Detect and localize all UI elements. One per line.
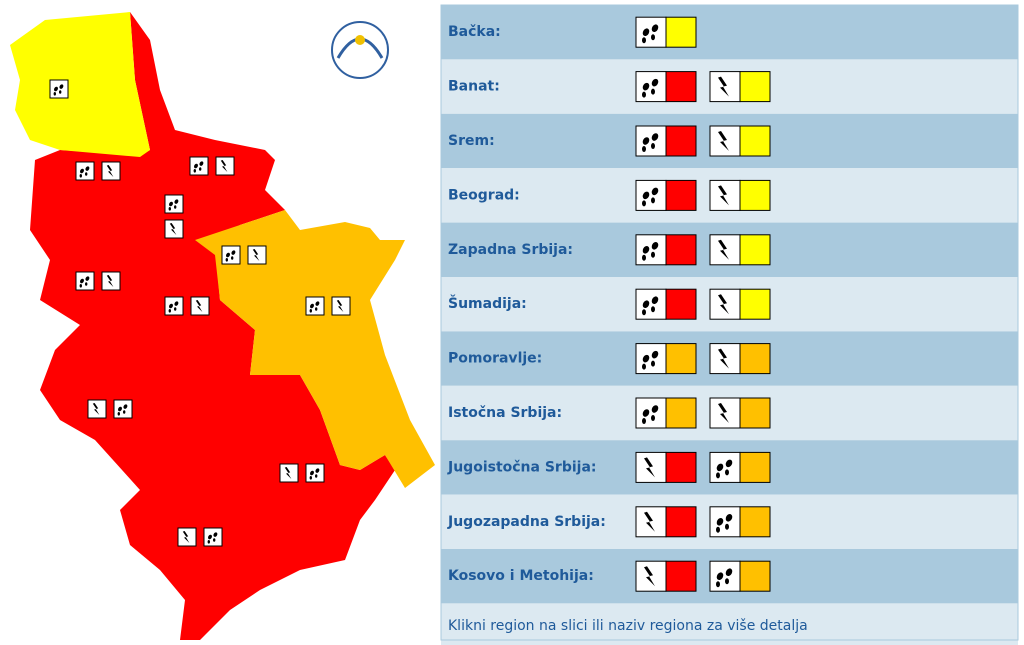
- footer-text: Klikni region na slici ili naziv regiona…: [448, 618, 808, 634]
- warning: [635, 16, 697, 48]
- warning-icon-box: [709, 179, 741, 211]
- warning: [635, 397, 697, 429]
- region-name[interactable]: Istočna Srbija:: [448, 405, 562, 421]
- region-row[interactable]: Banat:: [441, 59, 1018, 114]
- warning: [635, 343, 697, 375]
- region-row[interactable]: Pomoravlje:: [441, 331, 1018, 386]
- warning-icon-box: [709, 397, 741, 429]
- region-row[interactable]: Istočna Srbija:: [441, 385, 1018, 441]
- warning-level: [739, 343, 771, 375]
- region-name[interactable]: Šumadija:: [448, 294, 527, 312]
- warning-icon-box: [635, 71, 667, 103]
- warning-icon-box: [635, 179, 667, 211]
- region-row[interactable]: Zapadna Srbija:: [441, 222, 1018, 277]
- warning: [635, 71, 697, 103]
- warning: [635, 451, 697, 483]
- warning-icon-box: [635, 560, 667, 592]
- warning-level: [665, 234, 697, 266]
- warning: [709, 288, 771, 320]
- region-yellow[interactable]: [10, 12, 150, 157]
- warning-level: [665, 288, 697, 320]
- logo: [331, 21, 389, 79]
- region-name[interactable]: Kosovo i Metohija:: [448, 568, 594, 584]
- warning-level: [739, 234, 771, 266]
- footer-background: [441, 603, 1018, 645]
- region-name[interactable]: Beograd:: [448, 187, 520, 203]
- warning-icon-box: [635, 234, 667, 266]
- warning: [709, 234, 771, 266]
- warning: [635, 125, 697, 157]
- warning-level: [665, 71, 697, 103]
- warning-icon-box: [635, 451, 667, 483]
- warning: [635, 179, 697, 211]
- warning-level: [665, 343, 697, 375]
- warning-icon-box: [635, 397, 667, 429]
- warning-level: [739, 397, 771, 429]
- region-row[interactable]: Šumadija:: [441, 277, 1018, 332]
- warning-level: [739, 179, 771, 211]
- table-border: [440, 4, 1019, 641]
- region-orange[interactable]: [195, 210, 435, 488]
- warning-icon-box: [635, 343, 667, 375]
- region-red[interactable]: [30, 12, 395, 640]
- warning-icon-box: [635, 125, 667, 157]
- region-name[interactable]: Jugoistočna Srbija:: [447, 459, 597, 475]
- warning: [709, 451, 771, 483]
- warning-level: [665, 560, 697, 592]
- warning-level: [739, 451, 771, 483]
- warning-level: [739, 125, 771, 157]
- warning-icon-box: [709, 560, 741, 592]
- warning: [709, 397, 771, 429]
- warning-table: Bačka: Banat: Srem: Beograd: Zapadna Srbija:…: [440, 4, 1019, 645]
- warning: [709, 179, 771, 211]
- region-name[interactable]: Srem:: [448, 133, 495, 149]
- warning: [709, 560, 771, 592]
- warning: [635, 234, 697, 266]
- warning-level: [665, 397, 697, 429]
- warning: [635, 506, 697, 538]
- warning: [709, 343, 771, 375]
- region-row[interactable]: Beograd:: [441, 168, 1018, 223]
- warning-icon-box: [635, 506, 667, 538]
- region-name[interactable]: Pomoravlje:: [448, 351, 542, 367]
- warning-icon-box: [635, 16, 667, 48]
- warning-icon-box: [709, 506, 741, 538]
- warning: [709, 125, 771, 157]
- warning-icon-box: [709, 234, 741, 266]
- region-row[interactable]: Kosovo i Metohija:: [441, 549, 1018, 604]
- warning-level: [665, 179, 697, 211]
- warning: [709, 71, 771, 103]
- region-row[interactable]: Jugozapadna Srbija:: [441, 494, 1018, 549]
- warning: [709, 506, 771, 538]
- warning-level: [665, 506, 697, 538]
- warning-level: [665, 451, 697, 483]
- row-background: [441, 5, 1018, 60]
- region-name[interactable]: Zapadna Srbija:: [448, 242, 573, 258]
- region-name[interactable]: Banat:: [448, 79, 500, 95]
- warning-icon-box: [709, 343, 741, 375]
- region-name[interactable]: Bačka:: [448, 24, 501, 40]
- warning-level: [739, 288, 771, 320]
- region-row[interactable]: Jugoistočna Srbija:: [441, 440, 1018, 495]
- warning-level: [665, 16, 697, 48]
- warning: [635, 288, 697, 320]
- warning-level: [739, 506, 771, 538]
- map[interactable]: [10, 12, 435, 640]
- warning: [635, 560, 697, 592]
- region-name[interactable]: Jugozapadna Srbija:: [447, 514, 606, 530]
- warning-level: [739, 71, 771, 103]
- warning-icon-box: [709, 451, 741, 483]
- warning-icon-box: [635, 288, 667, 320]
- warning-icon-box: [709, 71, 741, 103]
- region-row[interactable]: Srem:: [441, 113, 1018, 169]
- warning-icon-box: [709, 125, 741, 157]
- region-row[interactable]: Bačka:: [441, 5, 1018, 60]
- warning-level: [665, 125, 697, 157]
- warning-level: [739, 560, 771, 592]
- warning-icon-box: [709, 288, 741, 320]
